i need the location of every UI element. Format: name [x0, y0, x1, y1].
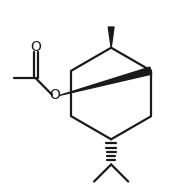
Text: O: O	[49, 88, 60, 102]
Text: O: O	[30, 40, 41, 54]
Polygon shape	[108, 27, 114, 48]
Polygon shape	[60, 67, 152, 95]
